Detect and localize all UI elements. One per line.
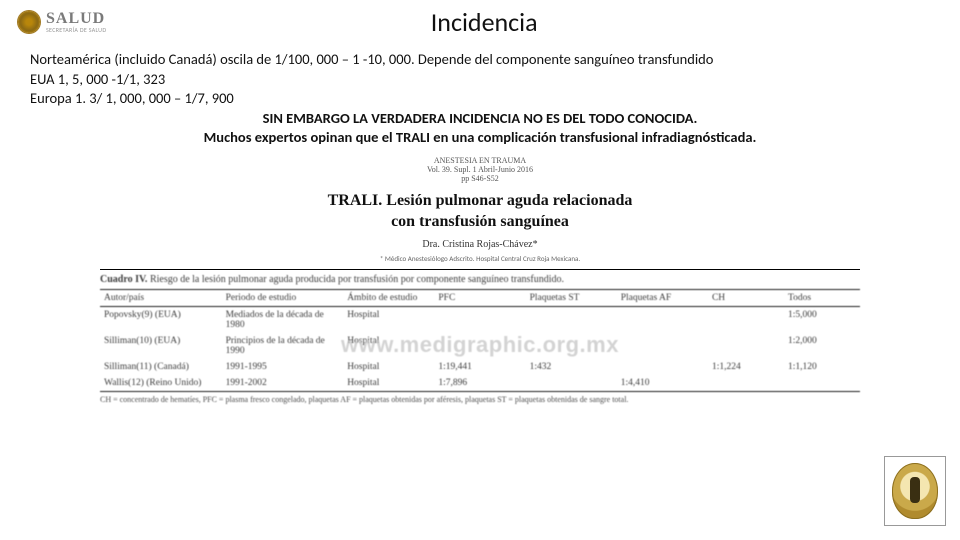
journal-issue: Vol. 39. Supl. 1 Abril-Junio 2016 bbox=[170, 165, 790, 174]
mexico-emblem-icon bbox=[18, 11, 40, 33]
table-cell: 1:19,441 bbox=[434, 359, 525, 375]
table-cell: Hospital bbox=[343, 333, 434, 359]
table-footnote: CH = concentrado de hematíes, PFC = plas… bbox=[100, 391, 860, 404]
table-cell: Hospital bbox=[343, 306, 434, 333]
article-figure: ANESTESIA EN TRAUMA Vol. 39. Supl. 1 Abr… bbox=[170, 156, 790, 263]
table-cell: Silliman(11) (Canadá) bbox=[100, 359, 222, 375]
table-cell: 1:432 bbox=[526, 359, 617, 375]
table-row: Wallis(12) (Reino Unido)1991-2002Hospita… bbox=[100, 375, 860, 391]
line-bold-2: Muchos expertos opinan que el TRALI en u… bbox=[30, 128, 930, 148]
line-europa: Europa 1. 3/ 1, 000, 000 – 1/7, 900 bbox=[30, 89, 930, 109]
medal-icon bbox=[892, 463, 938, 519]
journal-pages: pp S46-S52 bbox=[170, 174, 790, 183]
brand-name: SALUD bbox=[46, 11, 106, 27]
risk-table: Cuadro IV. Riesgo de la lesión pulmonar … bbox=[100, 270, 860, 404]
table-cell: Hospital bbox=[343, 375, 434, 391]
table-cell: Wallis(12) (Reino Unido) bbox=[100, 375, 222, 391]
table-caption-text: Riesgo de la lesión pulmonar aguda produ… bbox=[147, 274, 564, 285]
table-cell bbox=[526, 375, 617, 391]
table-cell: Mediados de la década de 1980 bbox=[222, 306, 344, 333]
brand-subtitle: SECRETARÍA DE SALUD bbox=[46, 27, 106, 33]
table-cell: Popovsky(9) (EUA) bbox=[100, 306, 222, 333]
table-cell: Silliman(10) (EUA) bbox=[100, 333, 222, 359]
table-cell: 1:1,120 bbox=[784, 359, 860, 375]
line-na: Norteamérica (incluido Canadá) oscila de… bbox=[30, 50, 930, 70]
body-paragraph: Norteamérica (incluido Canadá) oscila de… bbox=[0, 40, 960, 150]
table-cell: 1:7,896 bbox=[434, 375, 525, 391]
table-cell: Hospital bbox=[343, 359, 434, 375]
journal-name: ANESTESIA EN TRAUMA bbox=[170, 156, 790, 165]
th-author: Autor/país bbox=[100, 290, 222, 307]
table-cell: 1:1,224 bbox=[708, 359, 784, 375]
table-cell bbox=[434, 333, 525, 359]
table-cell bbox=[617, 359, 708, 375]
table-caption-label: Cuadro IV. bbox=[100, 274, 147, 285]
table-cell: 1:4,410 bbox=[617, 375, 708, 391]
table-cell bbox=[708, 333, 784, 359]
table-cell: 1:5,000 bbox=[784, 306, 860, 333]
gov-logo: SALUD SECRETARÍA DE SALUD bbox=[18, 11, 106, 33]
table-cell bbox=[526, 333, 617, 359]
table-cell bbox=[526, 306, 617, 333]
table-cell: 1991-2002 bbox=[222, 375, 344, 391]
table-row: Silliman(11) (Canadá)1991-1995Hospital1:… bbox=[100, 359, 860, 375]
th-period: Periodo de estudio bbox=[222, 290, 344, 307]
th-plaq-st: Plaquetas ST bbox=[526, 290, 617, 307]
th-plaq-af: Plaquetas AF bbox=[617, 290, 708, 307]
line-eua: EUA 1, 5, 000 -1/1, 323 bbox=[30, 70, 930, 90]
table-cell: Principios de la década de 1990 bbox=[222, 333, 344, 359]
table-cell bbox=[708, 375, 784, 391]
page-title: Incidencia bbox=[106, 6, 942, 38]
table-cell bbox=[784, 375, 860, 391]
table-row: Silliman(10) (EUA)Principios de la décad… bbox=[100, 333, 860, 359]
line-bold-1: SIN EMBARGO LA VERDADERA INCIDENCIA NO E… bbox=[30, 109, 930, 129]
article-title-2: con transfusión sanguínea bbox=[170, 212, 790, 233]
table-cell bbox=[617, 333, 708, 359]
article-title-1: TRALI. Lesión pulmonar aguda relacionada bbox=[170, 191, 790, 212]
th-ch: CH bbox=[708, 290, 784, 307]
th-pfc: PFC bbox=[434, 290, 525, 307]
academia-nacional-medicina-badge bbox=[884, 456, 946, 526]
article-author: Dra. Cristina Rojas-Chávez* bbox=[170, 239, 790, 250]
table-cell bbox=[617, 306, 708, 333]
table-cell: 1:2,000 bbox=[784, 333, 860, 359]
th-todos: Todos bbox=[784, 290, 860, 307]
table-cell bbox=[434, 306, 525, 333]
table-row: Popovsky(9) (EUA)Mediados de la década d… bbox=[100, 306, 860, 333]
th-scope: Ámbito de estudio bbox=[343, 290, 434, 307]
article-affiliation: * Médico Anestesiólogo Adscrito. Hospita… bbox=[170, 254, 790, 263]
table-cell: 1991-1995 bbox=[222, 359, 344, 375]
table-cell bbox=[708, 306, 784, 333]
